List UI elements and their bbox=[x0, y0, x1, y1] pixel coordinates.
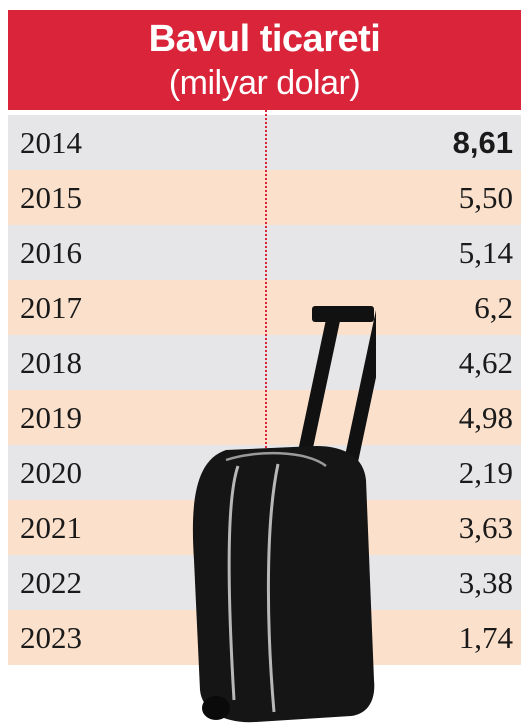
suitcase-wheel bbox=[202, 696, 230, 720]
year-cell: 2019 bbox=[20, 400, 82, 435]
column-divider bbox=[265, 110, 267, 460]
year-cell: 2020 bbox=[20, 455, 82, 490]
value-cell: 8,61 bbox=[452, 125, 513, 160]
value-cell: 1,74 bbox=[458, 620, 513, 655]
year-cell: 2018 bbox=[20, 345, 82, 380]
year-cell: 2022 bbox=[20, 565, 82, 600]
value-cell: 4,62 bbox=[458, 345, 513, 380]
suitcase-seam-left bbox=[227, 465, 240, 701]
value-cell: 3,38 bbox=[458, 565, 513, 600]
value-cell: 5,50 bbox=[458, 180, 513, 215]
data-table: 2014 8,61 2015 5,50 2016 5,14 2017 6,2 2018 4,62 2… bbox=[8, 115, 521, 665]
suitcase-seam-right bbox=[266, 463, 280, 713]
table-row: 2015 5,50 bbox=[8, 170, 521, 225]
suitcase-handle-rod-left bbox=[295, 306, 343, 466]
suitcase-icon bbox=[192, 306, 376, 723]
value-cell: 3,63 bbox=[458, 510, 513, 545]
year-cell: 2021 bbox=[20, 510, 82, 545]
table-row: 2018 4,62 bbox=[8, 335, 521, 390]
value-cell: 4,98 bbox=[458, 400, 513, 435]
suitcase-body bbox=[192, 446, 375, 723]
table-row: 2017 6,2 bbox=[8, 280, 521, 335]
year-cell: 2017 bbox=[20, 290, 82, 325]
chart-title: Bavul ticareti bbox=[148, 18, 381, 60]
infographic: Bavul ticareti (milyar dolar) 2014 8,61 20… bbox=[8, 10, 521, 723]
year-cell: 2016 bbox=[20, 235, 82, 270]
header-banner: Bavul ticareti (milyar dolar) bbox=[8, 10, 521, 110]
table-row: 2019 4,98 bbox=[8, 390, 521, 445]
year-cell: 2015 bbox=[20, 180, 82, 215]
suitcase-seam-top bbox=[225, 451, 327, 468]
suitcase-handle-rod-right bbox=[343, 306, 376, 466]
year-cell: 2023 bbox=[20, 620, 82, 655]
chart-subtitle: (milyar dolar) bbox=[168, 64, 361, 102]
table-row: 2014 8,61 bbox=[8, 115, 521, 170]
year-cell: 2014 bbox=[20, 125, 82, 160]
value-cell: 2,19 bbox=[458, 455, 513, 490]
table-row: 2016 5,14 bbox=[8, 225, 521, 280]
value-cell: 6,2 bbox=[474, 290, 513, 325]
value-cell: 5,14 bbox=[458, 235, 513, 270]
suitcase-handle-grip bbox=[312, 306, 374, 322]
